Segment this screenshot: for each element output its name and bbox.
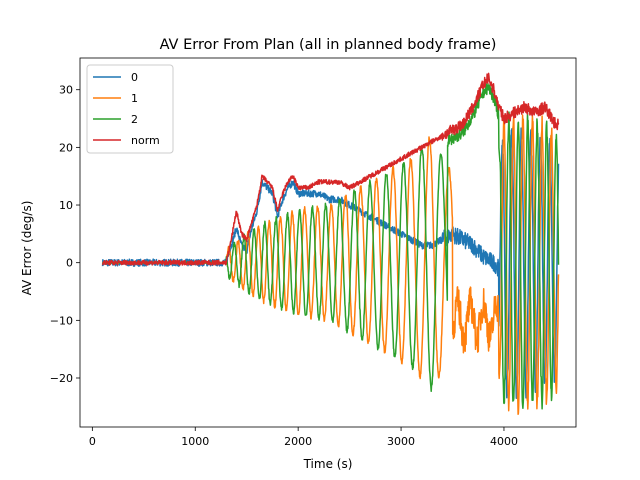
- y-axis-label: AV Error (deg/s): [20, 201, 34, 296]
- x-tick-label: 3000: [387, 435, 415, 448]
- x-tick-label: 0: [89, 435, 96, 448]
- y-tick-label: 30: [59, 84, 73, 97]
- legend-label: 1: [131, 92, 138, 105]
- legend-label: norm: [131, 134, 160, 147]
- series-line-0: [101, 127, 560, 399]
- y-tick-label: 10: [59, 199, 73, 212]
- legend-label: 2: [131, 113, 138, 126]
- legend: 0 1 2 norm: [86, 64, 174, 154]
- y-tick-label: 20: [59, 141, 73, 154]
- legend-label: 0: [131, 71, 138, 84]
- x-tick-label: 1000: [181, 435, 209, 448]
- x-tick-label: 2000: [284, 435, 312, 448]
- y-tick-label: −10: [50, 314, 73, 327]
- y-tick-label: 0: [66, 257, 73, 270]
- x-tick-label: 4000: [490, 435, 518, 448]
- y-tick-label: −20: [50, 372, 73, 385]
- legend-box: [86, 64, 174, 154]
- plot-area: [101, 72, 560, 416]
- x-axis-label: Time (s): [303, 457, 353, 471]
- axes-frame: [79, 57, 577, 428]
- series-line-norm: [101, 72, 560, 266]
- chart-title: AV Error From Plan (all in planned body …: [160, 37, 497, 53]
